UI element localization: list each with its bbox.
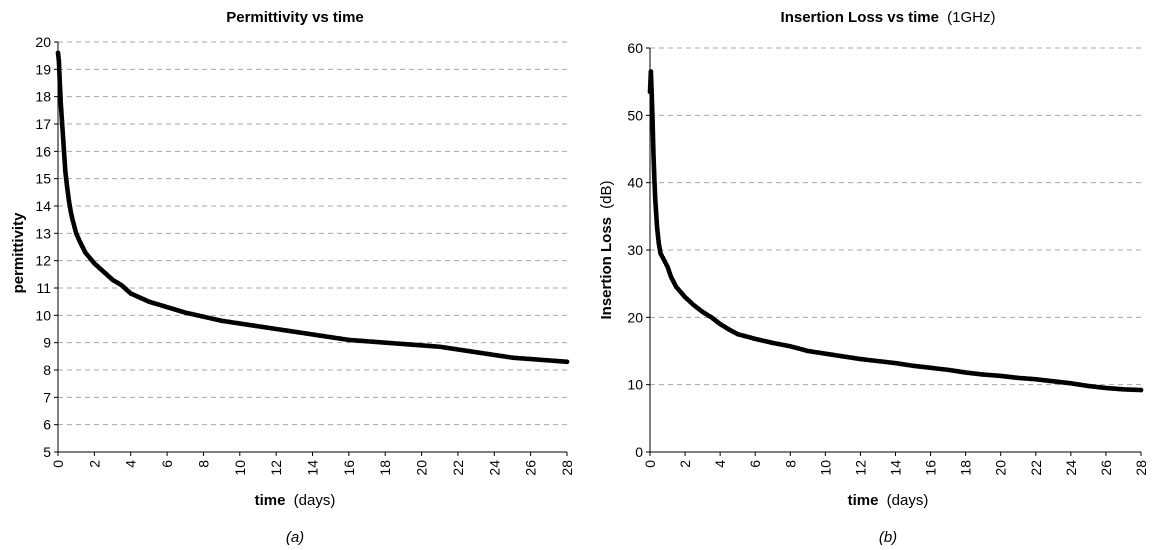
chart-a-title: Permittivity vs time <box>226 9 364 26</box>
x-tick-label: 12 <box>852 460 868 476</box>
x-tick-label: 16 <box>341 460 357 476</box>
x-tick-label: 6 <box>159 460 175 468</box>
y-tick-label: 15 <box>35 171 51 187</box>
chart-b-title-suffix: (1GHz) <box>947 9 995 26</box>
chart-a-grid <box>58 41 567 426</box>
y-tick-label: 11 <box>36 280 51 296</box>
x-tick-label: 0 <box>642 460 658 468</box>
chart-a-xlabel: time (days) <box>255 492 336 509</box>
y-tick-label: 13 <box>35 225 51 241</box>
chart-b-xlabel-unit: (days) <box>887 492 929 509</box>
y-tick-label: 10 <box>35 307 51 323</box>
chart-a-xticks: 0 2 4 6 8 10 12 14 16 18 20 22 24 26 28 <box>50 452 575 476</box>
chart-a-xlabel-unit: (days) <box>294 492 336 509</box>
x-tick-label: 18 <box>958 460 974 476</box>
x-tick-label: 14 <box>888 460 904 476</box>
chart-a: Permittivity vs time permittivity time (… <box>10 9 575 546</box>
x-tick-label: 28 <box>1133 460 1149 476</box>
chart-b-title-main: Insertion Loss vs time <box>781 9 939 26</box>
x-tick-label: 18 <box>377 460 393 476</box>
data-point <box>564 359 570 365</box>
x-tick-label: 24 <box>1063 460 1079 476</box>
y-tick-label: 7 <box>43 389 51 405</box>
y-tick-label: 14 <box>35 198 51 214</box>
x-tick-label: 0 <box>50 460 66 468</box>
chart-b-ylabel-unit: (dB) <box>598 180 615 208</box>
x-tick-label: 10 <box>817 460 833 476</box>
x-tick-label: 2 <box>677 460 693 468</box>
y-tick-label: 17 <box>35 116 51 132</box>
chart-b-series <box>647 69 1144 393</box>
x-tick-label: 8 <box>782 460 798 468</box>
chart-a-xlabel-main: time <box>255 492 286 509</box>
chart-b-xlabel-main: time <box>848 492 879 509</box>
chart-b-yticks: 0 10 20 30 40 50 60 <box>627 40 650 460</box>
x-tick-label: 16 <box>923 460 939 476</box>
x-tick-label: 22 <box>1028 460 1044 476</box>
chart-a-ylabel: permittivity <box>10 212 27 294</box>
x-tick-label: 4 <box>712 460 728 468</box>
x-tick-label: 6 <box>747 460 763 468</box>
y-tick-label: 18 <box>35 89 51 105</box>
chart-b-caption: (b) <box>879 529 897 546</box>
x-tick-label: 24 <box>486 460 502 476</box>
x-tick-label: 20 <box>414 460 430 476</box>
x-tick-label: 12 <box>268 460 284 476</box>
x-tick-label: 26 <box>523 460 539 476</box>
chart-a-caption: (a) <box>286 529 304 546</box>
y-tick-label: 50 <box>627 107 643 123</box>
x-tick-label: 10 <box>232 460 248 476</box>
y-tick-label: 6 <box>43 417 51 433</box>
data-point <box>1138 387 1144 393</box>
y-tick-label: 20 <box>35 34 51 50</box>
y-tick-label: 40 <box>627 175 643 191</box>
x-tick-label: 14 <box>305 460 321 476</box>
chart-b-ylabel: Insertion Loss (dB) <box>598 180 615 319</box>
y-tick-label: 8 <box>43 362 51 378</box>
chart-b: Insertion Loss vs time (1GHz) Insertion … <box>598 9 1149 546</box>
y-tick-label: 5 <box>43 444 51 460</box>
y-tick-label: 20 <box>627 309 643 325</box>
x-tick-label: 2 <box>86 460 102 468</box>
x-tick-label: 4 <box>123 460 139 468</box>
y-tick-label: 60 <box>627 40 643 56</box>
y-tick-label: 9 <box>43 335 51 351</box>
series-line <box>648 70 1142 392</box>
y-tick-label: 0 <box>635 444 643 460</box>
x-tick-label: 8 <box>195 460 211 468</box>
chart-b-title: Insertion Loss vs time (1GHz) <box>781 9 996 26</box>
y-tick-label: 19 <box>35 61 51 77</box>
chart-a-axes <box>57 42 567 453</box>
chart-b-xlabel: time (days) <box>848 492 929 509</box>
x-tick-label: 26 <box>1098 460 1114 476</box>
y-tick-label: 30 <box>627 242 643 258</box>
y-tick-label: 12 <box>35 253 51 269</box>
x-tick-label: 20 <box>993 460 1009 476</box>
x-tick-label: 28 <box>559 460 575 476</box>
y-tick-label: 10 <box>627 377 643 393</box>
chart-b-xticks: 0 2 4 6 8 10 12 14 16 18 20 22 24 26 28 <box>642 452 1149 476</box>
x-tick-label: 22 <box>450 460 466 476</box>
y-tick-label: 16 <box>35 143 51 159</box>
chart-b-ylabel-main: Insertion Loss <box>598 217 615 320</box>
chart-a-series <box>55 50 570 365</box>
chart-b-grid <box>650 47 1141 386</box>
chart-a-yticks: 5 6 7 8 9 10 11 12 13 14 15 16 17 18 19 20 <box>35 34 58 460</box>
